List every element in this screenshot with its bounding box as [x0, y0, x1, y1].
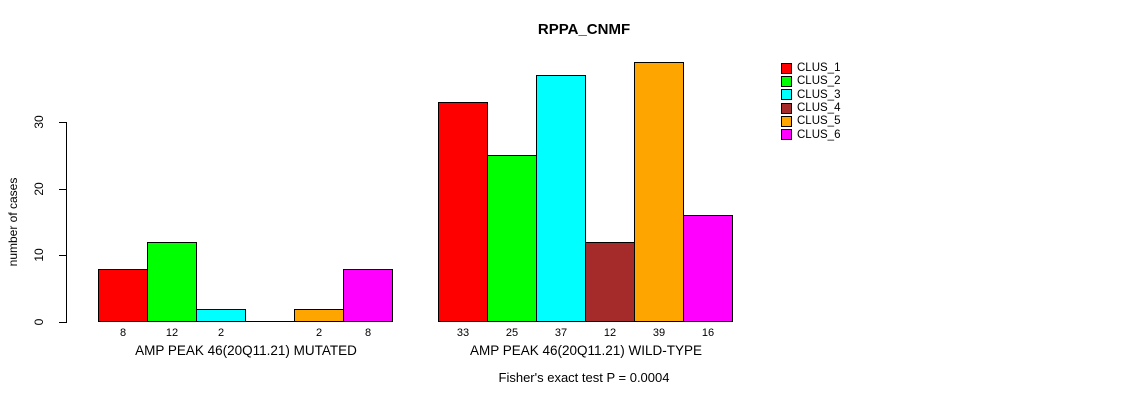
y-tick	[59, 255, 66, 256]
bar	[196, 309, 246, 322]
legend-swatch	[781, 89, 792, 101]
bar	[294, 309, 344, 322]
legend-swatch	[781, 62, 792, 74]
bar	[536, 75, 586, 322]
bar	[487, 155, 537, 322]
bar-value-label: 25	[505, 327, 519, 339]
legend-label: CLUS_6	[797, 128, 841, 141]
bar	[585, 242, 635, 322]
bar-value-label: 2	[315, 327, 323, 339]
x-group-label-mutated: AMP PEAK 46(20Q11.21) MUTATED	[135, 343, 357, 358]
bar	[634, 62, 684, 322]
legend-label: CLUS_2	[797, 75, 841, 88]
legend-swatch	[781, 102, 792, 114]
bar-value-label: 33	[456, 327, 470, 339]
y-tick-label: 20	[32, 182, 46, 196]
y-axis-line	[66, 122, 67, 323]
bar-value-label: 2	[217, 327, 225, 339]
bar-value-label: 8	[364, 327, 372, 339]
legend-swatch	[781, 115, 792, 127]
legend-label: CLUS_3	[797, 88, 841, 101]
bar-zero-line	[245, 321, 295, 322]
legend-label: CLUS_4	[797, 102, 841, 115]
bar-value-label: 39	[652, 327, 666, 339]
bar	[343, 269, 393, 322]
legend-item: CLUS_6	[781, 129, 840, 141]
bar	[683, 215, 733, 322]
legend-swatch	[781, 129, 792, 141]
chart-title: RPPA_CNMF	[537, 21, 631, 38]
legend-label: CLUS_1	[797, 62, 841, 74]
bar-value-label: 12	[603, 327, 617, 339]
x-group-label-wildtype: AMP PEAK 46(20Q11.21) WILD-TYPE	[469, 343, 703, 358]
bar	[98, 269, 148, 322]
fisher-test-caption: Fisher's exact test P = 0.0004	[498, 370, 670, 385]
y-tick-label: 30	[32, 115, 46, 129]
bar	[438, 102, 488, 322]
y-tick	[59, 122, 66, 123]
bar	[147, 242, 197, 322]
legend-item: CLUS_2	[781, 75, 840, 87]
legend-item: CLUS_5	[781, 115, 840, 127]
legend-item: CLUS_3	[781, 89, 840, 101]
y-tick-label: 10	[32, 248, 46, 262]
legend-swatch	[781, 75, 792, 87]
y-axis-label: number of cases	[6, 177, 20, 267]
legend-item: CLUS_1	[781, 62, 840, 74]
bar-value-label: 12	[165, 327, 179, 339]
legend-item: CLUS_4	[781, 102, 840, 114]
bar-value-label: 16	[701, 327, 715, 339]
y-tick-label: 0	[32, 318, 46, 326]
y-tick	[59, 189, 66, 190]
y-tick	[59, 322, 66, 323]
bar-value-label: 8	[119, 327, 127, 339]
bar-value-label: 37	[554, 327, 568, 339]
legend-label: CLUS_5	[797, 115, 841, 128]
